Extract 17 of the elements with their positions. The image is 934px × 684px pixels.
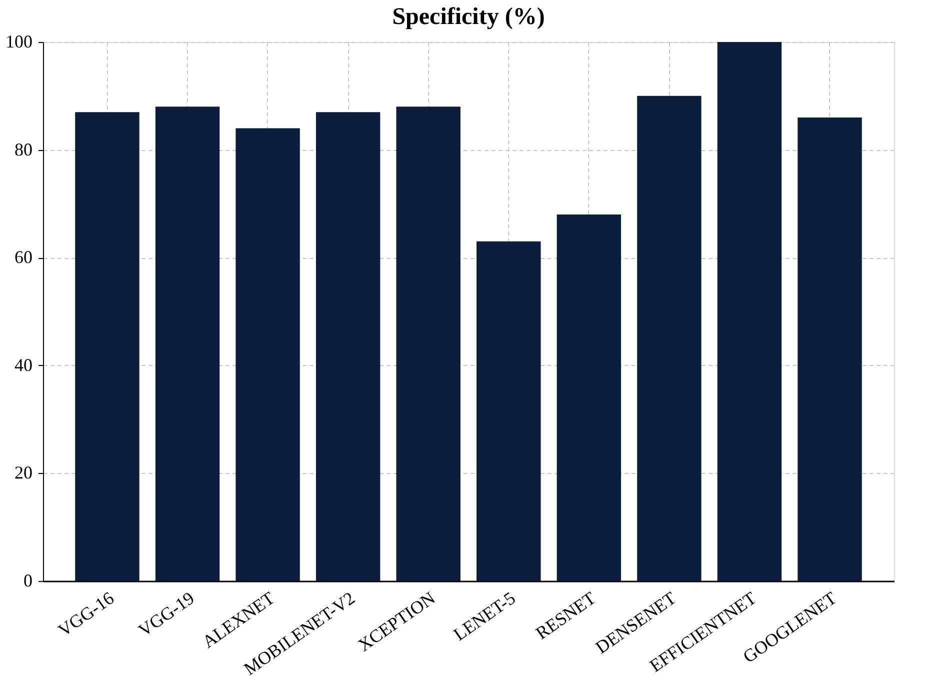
bar [637, 96, 702, 581]
bar [75, 112, 140, 581]
chart-title: Specificity (%) [392, 4, 545, 30]
bar [556, 214, 622, 581]
y-tick-label: 40 [14, 354, 32, 375]
bar [476, 241, 541, 581]
bar [717, 42, 782, 581]
bar [316, 112, 380, 581]
y-tick-label: 100 [6, 32, 32, 52]
bar [155, 106, 220, 581]
y-tick-label: 80 [14, 139, 32, 160]
y-tick-label: 20 [14, 462, 32, 483]
bar [396, 106, 460, 581]
bar [236, 128, 300, 581]
y-tick-label: 60 [14, 247, 32, 268]
y-tick-label: 0 [24, 570, 32, 590]
bar [798, 117, 862, 581]
